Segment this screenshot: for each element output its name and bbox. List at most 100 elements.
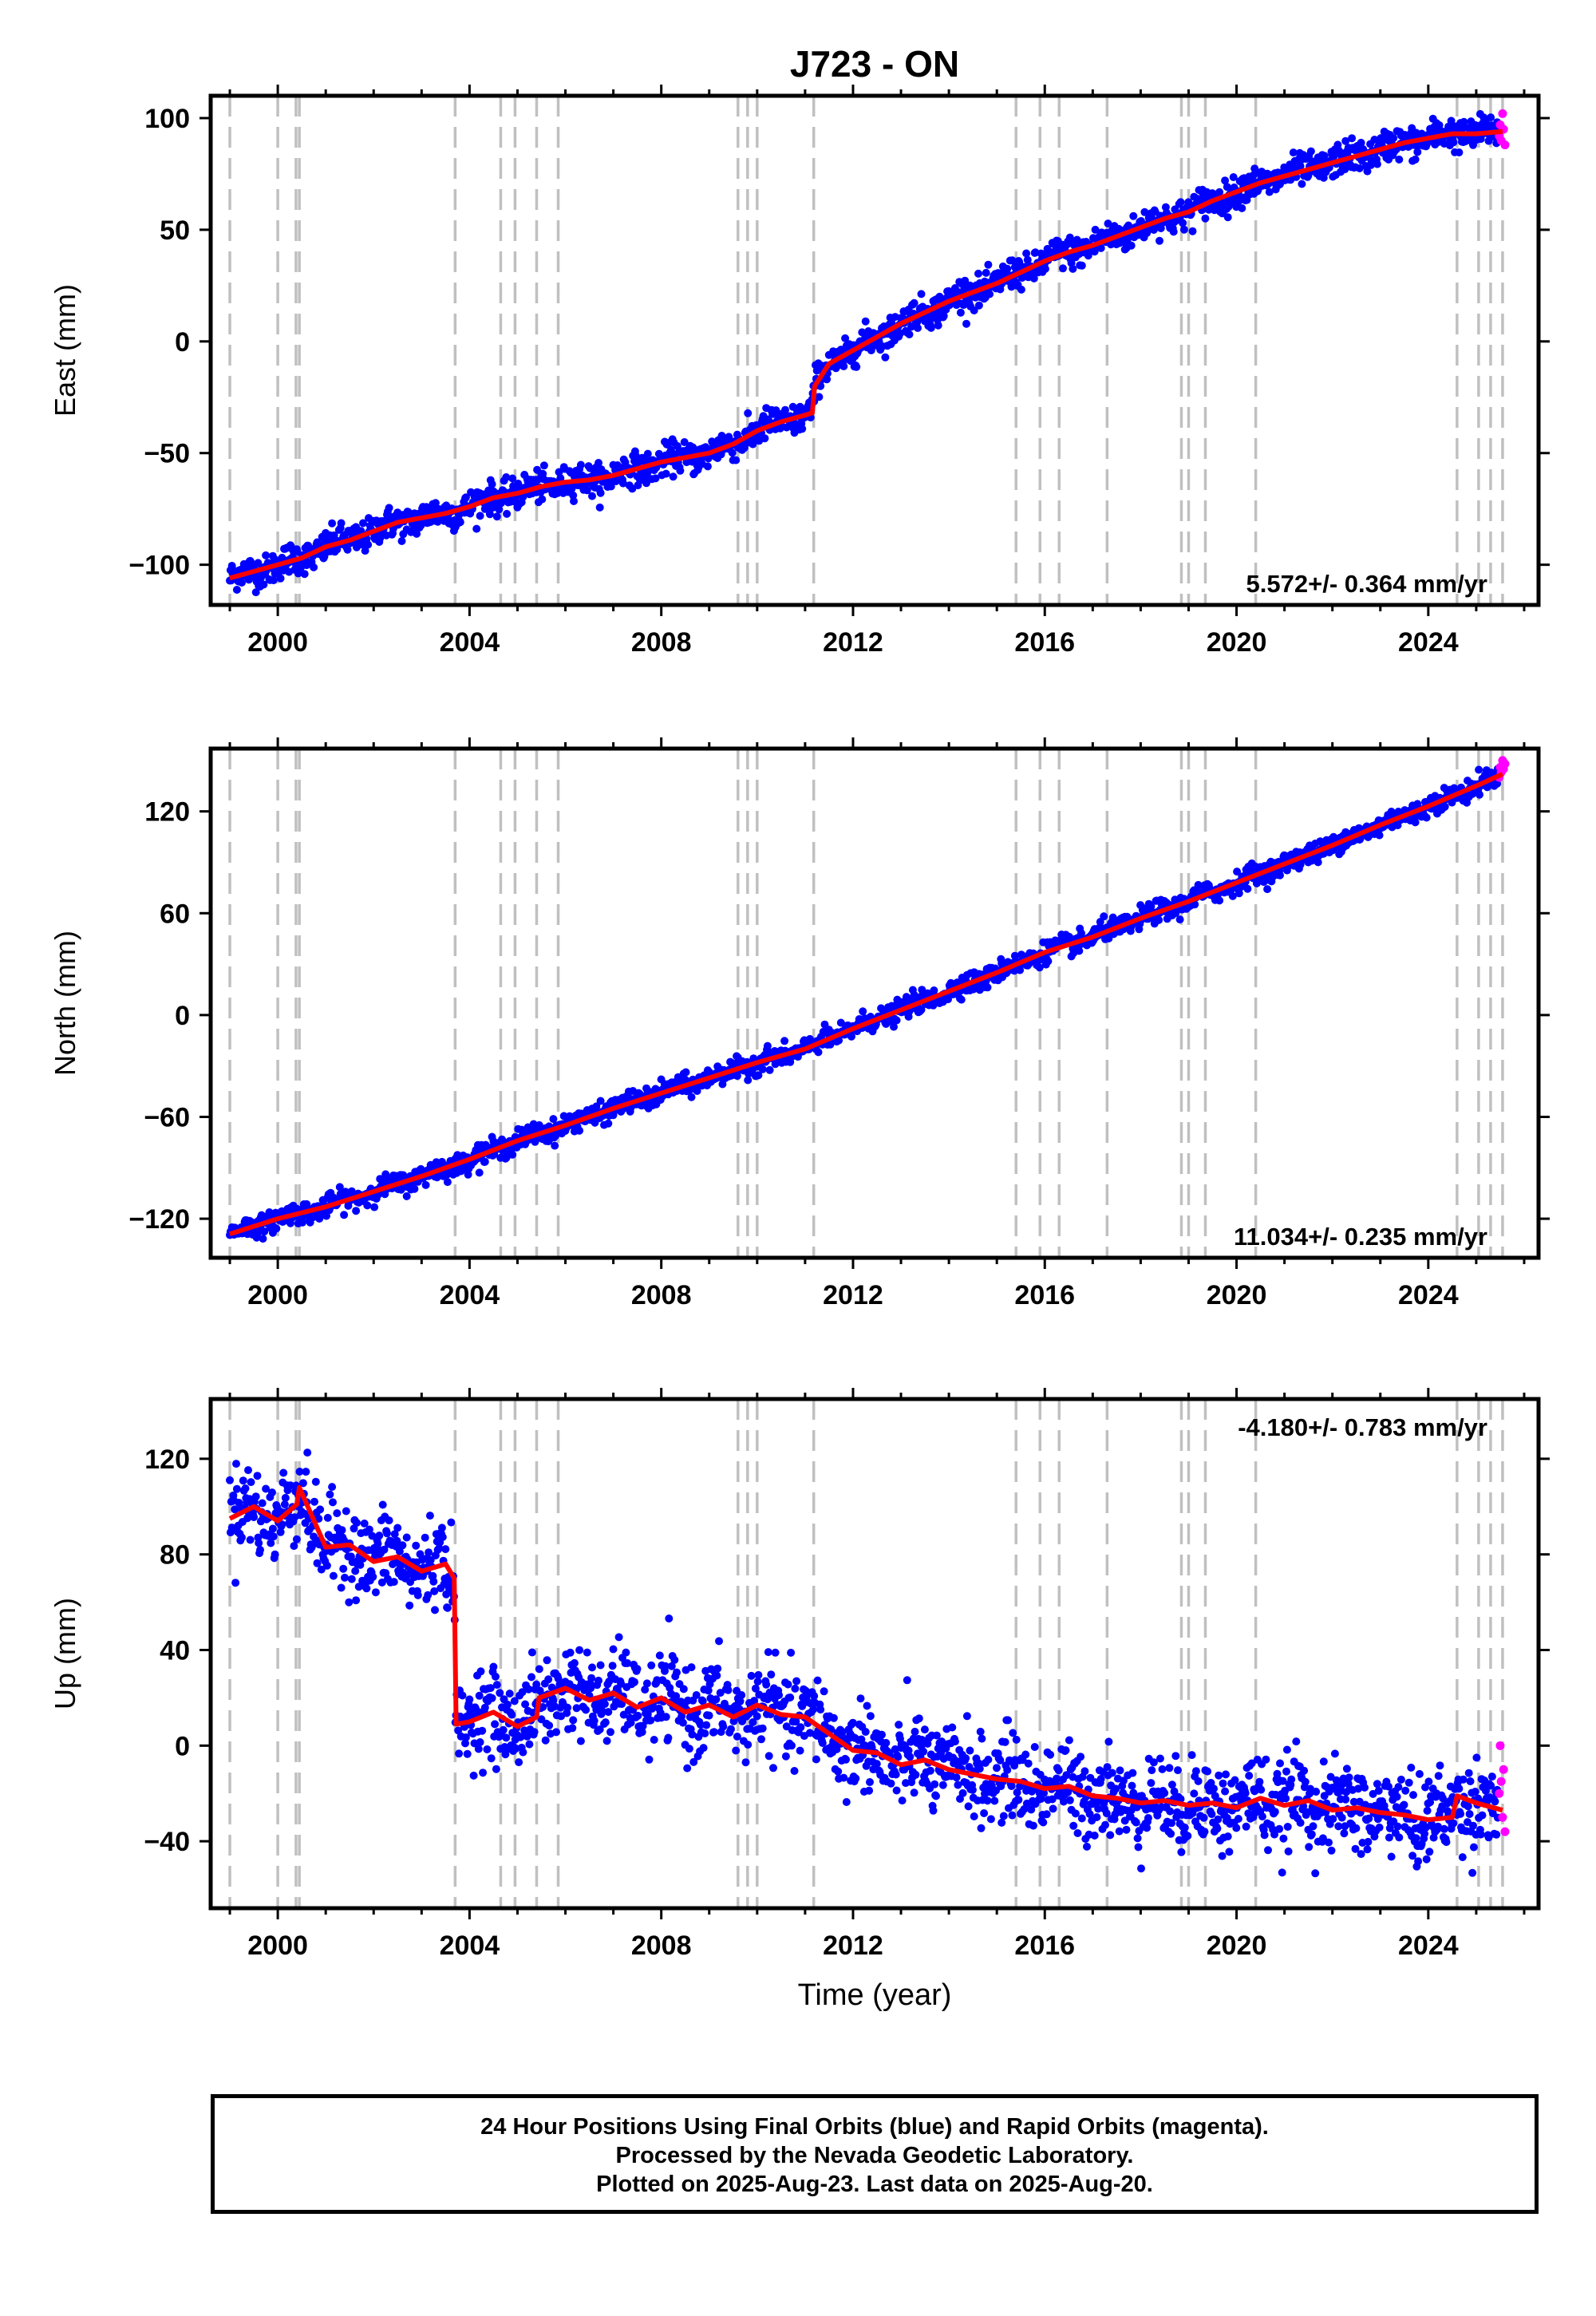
final-point [757,1735,765,1744]
final-point [769,1764,777,1773]
final-point [504,1700,512,1709]
x-tick-label: 2020 [1207,627,1267,658]
final-point [815,393,824,401]
rapid-point [1500,140,1510,150]
final-point [552,1728,560,1737]
final-point [914,324,922,332]
final-point [294,569,302,578]
final-point [606,482,615,491]
final-point [1296,162,1305,171]
y-tick-label: 100 [144,104,190,134]
final-point [345,1598,354,1607]
final-point [866,1712,875,1721]
final-point [788,1741,796,1750]
final-point [638,1728,646,1737]
final-point [328,1483,337,1492]
final-point [841,334,850,342]
final-point [260,1227,269,1236]
final-point [970,306,978,314]
final-point [974,301,983,310]
final-point [298,1218,306,1227]
final-point [480,1703,489,1712]
final-point [438,1533,447,1541]
final-point [939,311,948,320]
final-point [712,1695,721,1704]
final-point [609,1645,618,1654]
final-point [672,1692,681,1701]
final-point [492,1672,500,1681]
final-point [765,1065,774,1074]
final-point [595,1676,602,1685]
final-point [1215,188,1224,196]
final-point [352,1596,361,1605]
final-point [655,1651,664,1660]
final-point [911,1770,920,1779]
final-point [247,1478,255,1487]
final-point [1012,1735,1021,1744]
final-point [383,1529,391,1538]
final-point [486,1684,495,1693]
final-point [503,509,512,518]
final-point [495,505,504,514]
final-point [962,1754,970,1763]
final-point [1249,171,1258,180]
final-point [725,433,733,441]
final-point [965,1763,974,1771]
final-point [488,480,496,488]
final-point [990,1796,999,1805]
east-rate-annotation: 5.572+/- 0.364 mm/yr [1246,570,1487,598]
final-point [626,1718,635,1727]
final-point [258,1499,267,1508]
final-point [1223,213,1232,222]
final-point [393,1536,401,1545]
final-point [1306,147,1315,156]
final-point [1007,1782,1016,1790]
y-tick-label: 50 [160,215,190,246]
final-point [359,519,367,528]
final-point [1487,113,1495,122]
final-point [361,547,369,555]
final-point [458,1691,467,1700]
final-point [268,1524,277,1533]
final-point [894,1753,903,1761]
final-point [488,1694,496,1702]
final-point [454,1726,463,1735]
final-point [461,493,470,502]
x-tick-label: 2008 [631,627,692,658]
final-point [431,499,440,508]
final-point [590,1717,598,1725]
final-point [323,1513,332,1522]
final-point [532,1680,541,1689]
final-point [1014,1796,1023,1804]
final-point [881,353,890,362]
final-point [910,1788,918,1797]
final-point [975,1765,984,1773]
final-point [680,438,689,446]
final-point [1024,1759,1033,1768]
final-point [1001,1737,1009,1746]
final-point [469,1771,478,1780]
final-point [976,1727,985,1736]
final-point [1475,765,1483,774]
final-point [390,1530,399,1539]
final-point [1191,900,1199,909]
final-point [604,1708,613,1717]
final-point [492,512,501,521]
final-point [1091,225,1100,234]
final-point [1129,211,1138,220]
final-point [932,1792,940,1800]
final-point [576,460,585,469]
final-point [502,473,511,481]
final-point [993,1764,1001,1773]
final-point [754,1071,763,1080]
final-point [887,1779,895,1788]
final-point [1363,167,1372,176]
final-point [272,1224,281,1233]
east-plot-area [226,96,1510,605]
final-point [342,1507,350,1516]
final-point [1276,871,1284,879]
final-point [878,1730,886,1739]
final-point [1096,243,1105,252]
final-point [338,1526,346,1535]
final-point [978,1734,986,1743]
